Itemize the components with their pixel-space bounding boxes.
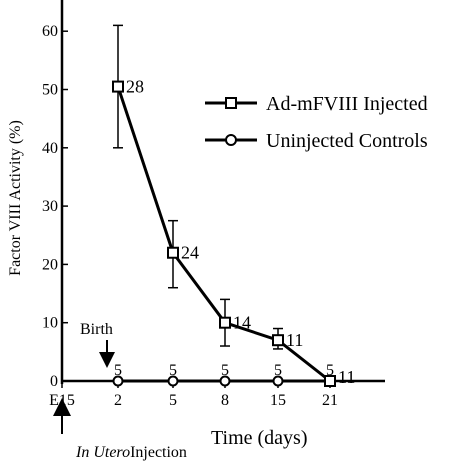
injected-point-marker	[324, 375, 336, 387]
injection-label-rest: Injection	[130, 444, 187, 461]
injected-point-marker	[167, 246, 179, 259]
y-tick-label: 60	[42, 23, 58, 40]
control-point-n-label: 5	[221, 362, 229, 379]
injected-point-marker	[219, 316, 231, 329]
injection-arrow-head	[53, 398, 71, 416]
y-tick-label: 50	[42, 82, 58, 99]
series-layer: 5 5 5 5 5 28 24 14 11 11	[112, 24, 355, 387]
legend-label: Ad-mFVIII Injected	[266, 93, 428, 115]
birth-arrow-head	[99, 352, 115, 368]
x-tick-label: 2	[114, 392, 122, 409]
x-tick-label: 15	[270, 392, 286, 409]
x-ticks: E152581521	[49, 381, 338, 409]
legend-item-uninjected-controls: Uninjected Controls	[205, 130, 428, 152]
birth-label: Birth	[80, 321, 113, 338]
y-tick-label: 30	[42, 198, 58, 215]
legend-item-ad-mfviii-injected: Ad-mFVIII Injected	[205, 93, 428, 115]
injection-label-italic: In Utero	[75, 444, 130, 461]
control-point-n-label: 5	[326, 362, 334, 379]
legend-label: Uninjected Controls	[266, 130, 428, 152]
control-point-n-label: 5	[114, 362, 122, 379]
legend-square-marker	[225, 97, 237, 109]
legend-circle-marker	[225, 134, 237, 146]
y-tick-label: 40	[42, 140, 58, 157]
injection-label: In UteroInjection	[75, 444, 187, 461]
control-point-n-label: 5	[169, 362, 177, 379]
control-point-marker	[272, 375, 284, 387]
control-point-marker	[219, 375, 231, 387]
y-tick-label: 10	[42, 315, 58, 332]
injected-point-marker	[272, 334, 284, 347]
x-axis-label: Time (days)	[211, 427, 307, 449]
y-tick-label: 20	[42, 256, 58, 273]
injected-point-n-label: 11	[286, 330, 303, 350]
x-tick-label: 21	[322, 392, 338, 409]
control-point-marker	[167, 375, 179, 387]
injected-point-marker	[112, 80, 124, 93]
y-tick-label: 0	[50, 373, 58, 390]
legend: Ad-mFVIII Injected Uninjected Controls	[205, 93, 428, 152]
x-tick-label: 5	[169, 392, 177, 409]
injection-annotation: In UteroInjection	[53, 398, 187, 461]
injected-point-n-label: 11	[338, 367, 355, 387]
control-point-marker	[112, 375, 124, 387]
x-tick-label: 8	[221, 392, 229, 409]
injected-point-n-label: 14	[233, 313, 251, 333]
y-ticks: 0 10 20 30 40 50 60	[42, 23, 68, 390]
birth-annotation: Birth	[80, 321, 115, 368]
injected-point-n-label: 28	[126, 77, 144, 97]
injected-point-n-label: 24	[181, 243, 199, 263]
y-axis-label: Factor VIII Activity (%)	[7, 120, 24, 276]
control-point-n-label: 5	[274, 362, 282, 379]
